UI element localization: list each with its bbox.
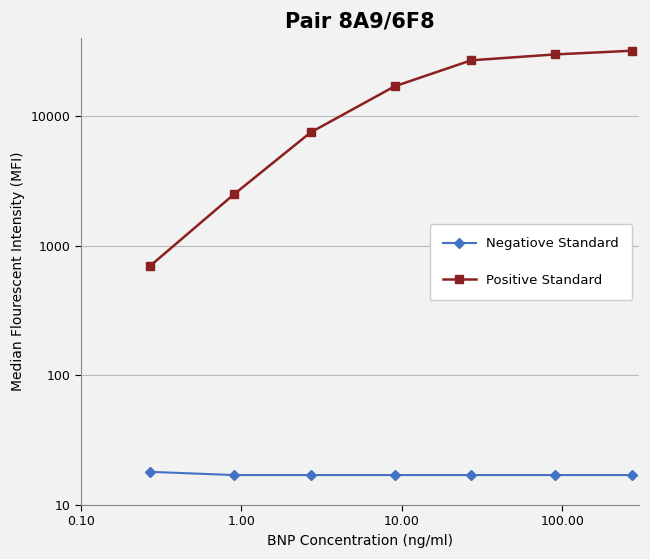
Title: Pair 8A9/6F8: Pair 8A9/6F8 [285, 11, 435, 31]
Positive Standard [146, 263, 154, 269]
X-axis label: BNP Concentration (ng/ml): BNP Concentration (ng/ml) [267, 534, 453, 548]
Positive Standard [307, 129, 315, 136]
Positive Standard [628, 48, 636, 54]
Negatiove Standard [307, 472, 315, 479]
Positive Standard [391, 83, 398, 90]
Positive Standard [467, 57, 475, 64]
Negatiove Standard [628, 472, 636, 479]
Legend: Negatiove Standard, Positive Standard: Negatiove Standard, Positive Standard [430, 224, 632, 300]
Line: Positive Standard: Positive Standard [146, 46, 636, 270]
Negatiove Standard [391, 472, 398, 479]
Line: Negatiove Standard: Negatiove Standard [147, 468, 635, 479]
Negatiove Standard [467, 472, 475, 479]
Positive Standard [230, 191, 238, 197]
Negatiove Standard [230, 472, 238, 479]
Positive Standard [551, 51, 559, 58]
Negatiove Standard [551, 472, 559, 479]
Y-axis label: Median Flourescent Intensity (MFI): Median Flourescent Intensity (MFI) [11, 152, 25, 391]
Negatiove Standard [146, 468, 154, 475]
